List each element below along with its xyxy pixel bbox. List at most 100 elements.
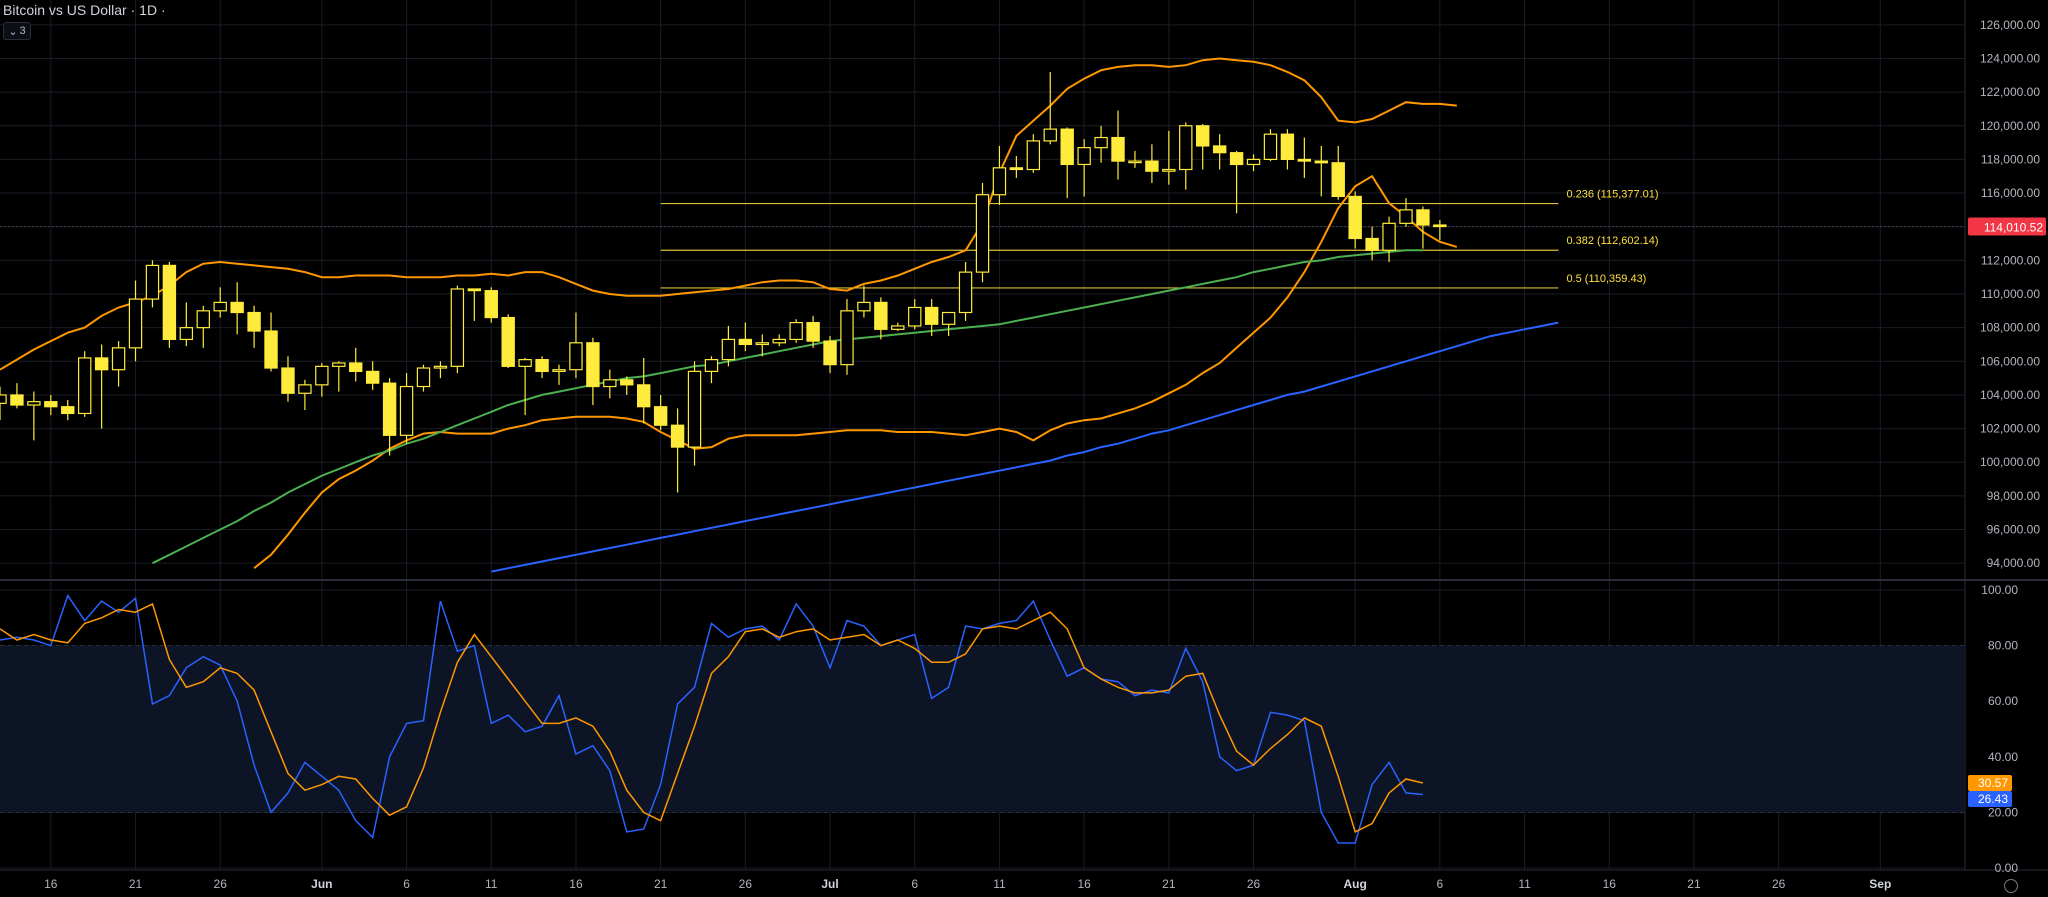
- candles: [0, 71, 1447, 493]
- settings-icon[interactable]: [2004, 879, 2018, 893]
- candle-down: [535, 359, 549, 372]
- title-dot: ·: [160, 2, 166, 18]
- fib-level-label: 0.5 (110,359.43): [1566, 273, 1646, 285]
- candle-down: [738, 338, 753, 346]
- time-tick-label: 11: [1518, 877, 1531, 891]
- candle-down: [281, 367, 295, 394]
- candle-up: [416, 367, 431, 388]
- time-tick-label: 6: [911, 877, 918, 891]
- candle-up: [908, 306, 922, 327]
- time-tick-label: 26: [1247, 877, 1261, 891]
- candle-down: [1297, 158, 1312, 162]
- time-tick-label: 26: [739, 877, 753, 891]
- candle-up: [315, 365, 329, 386]
- candle-down: [1111, 136, 1125, 162]
- candle-down: [501, 316, 515, 367]
- candle-down: [1314, 160, 1328, 164]
- candle-up: [111, 347, 126, 371]
- oscillator-value-label: 30.57: [1978, 776, 2008, 790]
- oscillator-tick-label: 40.00: [1988, 750, 2018, 764]
- candle-up: [1263, 133, 1278, 161]
- candle-up: [958, 271, 973, 314]
- candle-up: [891, 325, 905, 330]
- fib-level-label: 0.382 (112,602.14): [1566, 235, 1658, 247]
- price-tick-label: 124,000.00: [1980, 51, 2040, 65]
- last-price-badge: [1968, 217, 2046, 236]
- candle-up: [552, 369, 566, 372]
- candle-up: [0, 394, 7, 404]
- candle-down: [94, 357, 109, 371]
- candle-down: [874, 301, 888, 330]
- candle-down: [1365, 237, 1379, 251]
- candle-up: [196, 310, 210, 329]
- candle-down: [230, 301, 244, 314]
- axes: 94,000.00 96,000.00 98,000.00 100,000.00 102…: [44, 18, 2046, 891]
- time-tick-label: 11: [485, 877, 498, 891]
- price-tick-label: 120,000.00: [1980, 119, 2040, 133]
- candle-down: [806, 322, 820, 342]
- price-tick-label: 118,000.00: [1981, 152, 2040, 166]
- price-tick-label: 112,000.00: [1981, 253, 2040, 267]
- candle-down: [61, 406, 75, 415]
- candle-up: [603, 379, 617, 388]
- oscillator-line-k: [0, 593, 1423, 844]
- candle-down: [1229, 152, 1244, 166]
- candle-up: [772, 338, 786, 344]
- candle-up: [1179, 125, 1193, 171]
- time-tick-label: 21: [129, 877, 143, 891]
- interval-label[interactable]: 1D: [139, 2, 158, 18]
- candle-down: [1196, 125, 1210, 147]
- candle-up: [975, 194, 990, 273]
- oscillator-tick-label: 0.00: [1995, 861, 2019, 875]
- candle-up: [687, 370, 702, 448]
- fibonacci-levels: 0.236 (115,377.01) 0.382 (112,602.14) 0.5 …: [0, 189, 1965, 289]
- price-tick-label: 106,000.00: [1980, 354, 2040, 368]
- candle-down: [1331, 162, 1345, 198]
- candle-down: [1348, 195, 1362, 240]
- candle-down: [1060, 128, 1074, 166]
- price-tick-label: 96,000.00: [1987, 523, 2041, 537]
- overlay-line-moving-average-50: [152, 249, 1423, 565]
- title-separator: ·: [130, 2, 140, 18]
- candle-down: [467, 288, 482, 292]
- indicator-count: 3: [19, 25, 26, 37]
- time-tick-label: 16: [569, 877, 583, 891]
- candle-down: [247, 311, 261, 332]
- indicator-overlays: [0, 57, 1559, 573]
- candle-up: [1094, 136, 1108, 149]
- candle-down: [653, 406, 668, 426]
- oscillator-value-badge: [1968, 791, 2012, 808]
- candle-down: [1212, 145, 1227, 154]
- candle-up: [399, 385, 414, 436]
- candle-down: [670, 424, 685, 448]
- symbol-name: Bitcoin vs US Dollar: [3, 2, 127, 18]
- overlay-line-moving-average-200: [491, 321, 1559, 573]
- price-tick-label: 100,000.00: [1980, 455, 2040, 469]
- candle-up: [1077, 147, 1091, 166]
- indicator-toggle-button[interactable]: ⌄ 3: [3, 22, 31, 40]
- candle-down: [637, 384, 651, 408]
- candle-up: [1399, 209, 1413, 224]
- candle-down: [1280, 133, 1295, 161]
- candle-down: [264, 330, 278, 369]
- time-tick-label: 6: [403, 877, 410, 891]
- candle-up: [1026, 140, 1041, 171]
- candle-up: [128, 298, 143, 349]
- time-tick-label: 6: [1437, 877, 1444, 891]
- candle-down: [349, 362, 363, 372]
- oscillator-band: [0, 645, 1965, 813]
- price-tick-label: 116,000.00: [1981, 186, 2040, 200]
- time-tick-label: 26: [1772, 877, 1786, 891]
- candle-down: [1433, 224, 1447, 228]
- candle-up: [450, 288, 465, 367]
- candle-down: [586, 342, 600, 388]
- oscillator-tick-label: 20.00: [1988, 805, 2018, 819]
- candle-up: [179, 327, 194, 341]
- candle-down: [1416, 209, 1430, 226]
- price-tick-label: 108,000.00: [1980, 321, 2040, 335]
- last-price-label: 114,010.52: [1984, 221, 2043, 235]
- candle-up: [840, 310, 854, 366]
- candle-down: [620, 379, 634, 386]
- candle-down: [1009, 167, 1024, 171]
